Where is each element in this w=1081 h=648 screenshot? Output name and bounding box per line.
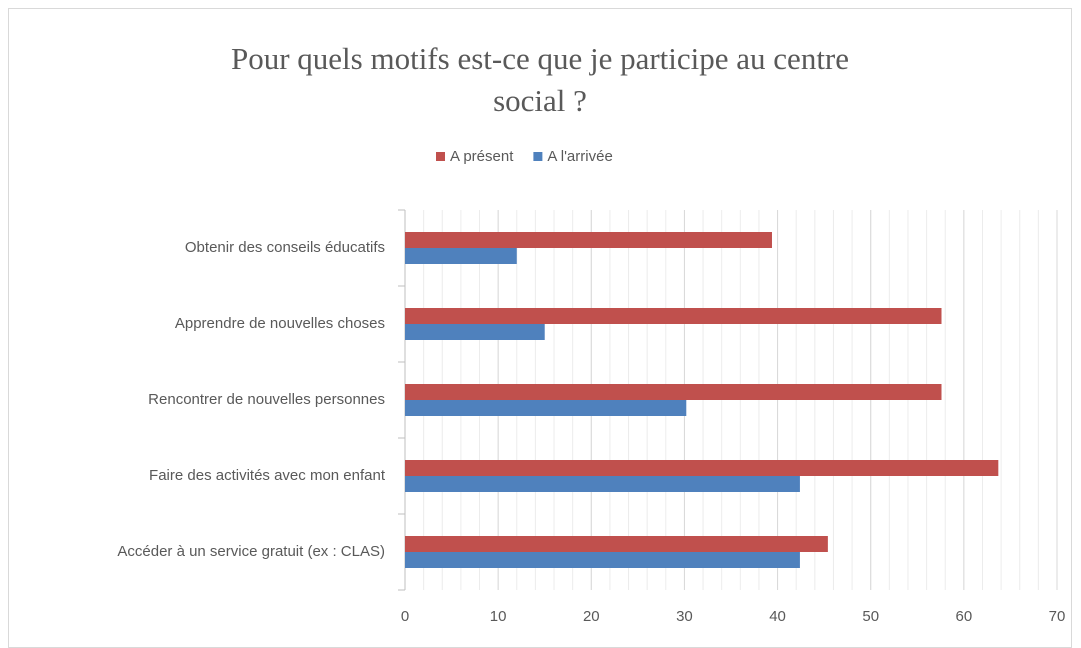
x-tick-label: 20 — [583, 608, 600, 625]
bar — [405, 400, 687, 416]
y-tick-label: Faire des activités avec mon enfant — [149, 467, 386, 484]
bar — [405, 232, 772, 248]
bar — [405, 460, 999, 476]
y-tick-label: Rencontrer de nouvelles personnes — [148, 391, 385, 408]
x-tick-label: 60 — [956, 608, 973, 625]
x-tick-label: 70 — [1049, 608, 1066, 625]
x-tick-label: 10 — [490, 608, 507, 625]
x-tick-label: 0 — [401, 608, 409, 625]
legend-label: A présent — [450, 148, 514, 165]
bar — [405, 324, 545, 340]
x-tick-label: 30 — [676, 608, 693, 625]
y-tick-label: Obtenir des conseils éducatifs — [185, 239, 385, 256]
bar — [405, 536, 828, 552]
chart-title: Pour quels motifs est-ce que je particip… — [230, 41, 850, 118]
y-tick-label: Accéder à un service gratuit (ex : CLAS) — [117, 543, 385, 560]
x-tick-label: 50 — [862, 608, 879, 625]
legend-swatch — [533, 152, 543, 161]
legend-swatch — [436, 152, 445, 161]
x-tick-label: 40 — [769, 608, 786, 625]
y-tick-label: Apprendre de nouvelles choses — [175, 315, 385, 332]
bar — [405, 308, 942, 324]
bar — [405, 384, 942, 400]
bar — [405, 248, 517, 264]
bar — [405, 552, 800, 568]
legend-label: A l'arrivée — [547, 148, 612, 165]
bar — [405, 476, 800, 492]
